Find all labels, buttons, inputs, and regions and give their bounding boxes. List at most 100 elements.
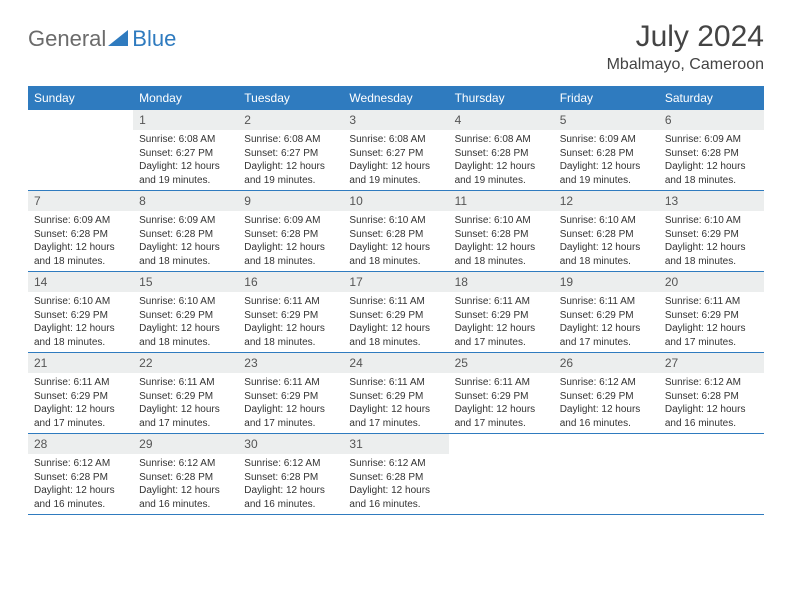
day-number: 25 bbox=[449, 353, 554, 373]
day-number: 17 bbox=[343, 272, 448, 292]
day-cell: 13Sunrise: 6:10 AMSunset: 6:29 PMDayligh… bbox=[659, 191, 764, 272]
day-number: 20 bbox=[659, 272, 764, 292]
day-number: 3 bbox=[343, 110, 448, 130]
day-details: Sunrise: 6:12 AMSunset: 6:28 PMDaylight:… bbox=[133, 454, 238, 514]
day-details: Sunrise: 6:10 AMSunset: 6:29 PMDaylight:… bbox=[28, 292, 133, 352]
day-number: 19 bbox=[554, 272, 659, 292]
day-details: Sunrise: 6:11 AMSunset: 6:29 PMDaylight:… bbox=[449, 292, 554, 352]
day-cell: 7Sunrise: 6:09 AMSunset: 6:28 PMDaylight… bbox=[28, 191, 133, 272]
day-number: 29 bbox=[133, 434, 238, 454]
day-number: 27 bbox=[659, 353, 764, 373]
day-number: 11 bbox=[449, 191, 554, 211]
location-label: Mbalmayo, Cameroon bbox=[607, 56, 764, 74]
day-details: Sunrise: 6:12 AMSunset: 6:28 PMDaylight:… bbox=[343, 454, 448, 514]
day-number: 26 bbox=[554, 353, 659, 373]
day-number: 6 bbox=[659, 110, 764, 130]
day-details: Sunrise: 6:11 AMSunset: 6:29 PMDaylight:… bbox=[659, 292, 764, 352]
day-cell: 28Sunrise: 6:12 AMSunset: 6:28 PMDayligh… bbox=[28, 434, 133, 515]
day-cell: 3Sunrise: 6:08 AMSunset: 6:27 PMDaylight… bbox=[343, 110, 448, 191]
day-number: 18 bbox=[449, 272, 554, 292]
day-details: Sunrise: 6:09 AMSunset: 6:28 PMDaylight:… bbox=[659, 130, 764, 190]
day-number: 8 bbox=[133, 191, 238, 211]
weekday-header: Sunday bbox=[28, 86, 133, 110]
day-number: 1 bbox=[133, 110, 238, 130]
day-details: Sunrise: 6:12 AMSunset: 6:28 PMDaylight:… bbox=[238, 454, 343, 514]
weekday-header-row: SundayMondayTuesdayWednesdayThursdayFrid… bbox=[28, 86, 764, 110]
day-details: Sunrise: 6:12 AMSunset: 6:28 PMDaylight:… bbox=[28, 454, 133, 514]
day-cell: 17Sunrise: 6:11 AMSunset: 6:29 PMDayligh… bbox=[343, 272, 448, 353]
day-details: Sunrise: 6:09 AMSunset: 6:28 PMDaylight:… bbox=[554, 130, 659, 190]
day-cell: 11Sunrise: 6:10 AMSunset: 6:28 PMDayligh… bbox=[449, 191, 554, 272]
day-number: 10 bbox=[343, 191, 448, 211]
weekday-header: Saturday bbox=[659, 86, 764, 110]
day-number: 28 bbox=[28, 434, 133, 454]
day-cell: 15Sunrise: 6:10 AMSunset: 6:29 PMDayligh… bbox=[133, 272, 238, 353]
day-details: Sunrise: 6:10 AMSunset: 6:28 PMDaylight:… bbox=[554, 211, 659, 271]
day-number: 24 bbox=[343, 353, 448, 373]
day-details: Sunrise: 6:11 AMSunset: 6:29 PMDaylight:… bbox=[343, 292, 448, 352]
calendar-row: 7Sunrise: 6:09 AMSunset: 6:28 PMDaylight… bbox=[28, 191, 764, 272]
empty-cell bbox=[449, 434, 554, 515]
day-number: 7 bbox=[28, 191, 133, 211]
day-details: Sunrise: 6:11 AMSunset: 6:29 PMDaylight:… bbox=[554, 292, 659, 352]
logo-text-general: General bbox=[28, 26, 106, 52]
day-details: Sunrise: 6:09 AMSunset: 6:28 PMDaylight:… bbox=[238, 211, 343, 271]
day-details: Sunrise: 6:12 AMSunset: 6:29 PMDaylight:… bbox=[554, 373, 659, 433]
day-cell: 30Sunrise: 6:12 AMSunset: 6:28 PMDayligh… bbox=[238, 434, 343, 515]
day-details: Sunrise: 6:12 AMSunset: 6:28 PMDaylight:… bbox=[659, 373, 764, 433]
day-details: Sunrise: 6:11 AMSunset: 6:29 PMDaylight:… bbox=[238, 292, 343, 352]
day-details: Sunrise: 6:08 AMSunset: 6:27 PMDaylight:… bbox=[238, 130, 343, 190]
day-details: Sunrise: 6:11 AMSunset: 6:29 PMDaylight:… bbox=[133, 373, 238, 433]
logo: General Blue bbox=[28, 20, 176, 52]
weekday-header: Friday bbox=[554, 86, 659, 110]
day-cell: 16Sunrise: 6:11 AMSunset: 6:29 PMDayligh… bbox=[238, 272, 343, 353]
day-cell: 27Sunrise: 6:12 AMSunset: 6:28 PMDayligh… bbox=[659, 353, 764, 434]
day-details: Sunrise: 6:10 AMSunset: 6:28 PMDaylight:… bbox=[449, 211, 554, 271]
month-title: July 2024 bbox=[607, 20, 764, 54]
day-number: 4 bbox=[449, 110, 554, 130]
title-block: July 2024 Mbalmayo, Cameroon bbox=[607, 20, 764, 74]
day-number: 30 bbox=[238, 434, 343, 454]
day-number: 13 bbox=[659, 191, 764, 211]
day-cell: 14Sunrise: 6:10 AMSunset: 6:29 PMDayligh… bbox=[28, 272, 133, 353]
calendar-row: 1Sunrise: 6:08 AMSunset: 6:27 PMDaylight… bbox=[28, 110, 764, 191]
weekday-header: Wednesday bbox=[343, 86, 448, 110]
empty-cell bbox=[659, 434, 764, 515]
day-number: 16 bbox=[238, 272, 343, 292]
calendar-body: 1Sunrise: 6:08 AMSunset: 6:27 PMDaylight… bbox=[28, 110, 764, 515]
calendar-table: SundayMondayTuesdayWednesdayThursdayFrid… bbox=[28, 86, 764, 515]
day-details: Sunrise: 6:10 AMSunset: 6:28 PMDaylight:… bbox=[343, 211, 448, 271]
day-details: Sunrise: 6:10 AMSunset: 6:29 PMDaylight:… bbox=[659, 211, 764, 271]
day-cell: 20Sunrise: 6:11 AMSunset: 6:29 PMDayligh… bbox=[659, 272, 764, 353]
day-cell: 1Sunrise: 6:08 AMSunset: 6:27 PMDaylight… bbox=[133, 110, 238, 191]
day-cell: 25Sunrise: 6:11 AMSunset: 6:29 PMDayligh… bbox=[449, 353, 554, 434]
day-cell: 24Sunrise: 6:11 AMSunset: 6:29 PMDayligh… bbox=[343, 353, 448, 434]
day-number: 2 bbox=[238, 110, 343, 130]
logo-triangle-icon bbox=[108, 30, 130, 48]
day-cell: 18Sunrise: 6:11 AMSunset: 6:29 PMDayligh… bbox=[449, 272, 554, 353]
weekday-header: Tuesday bbox=[238, 86, 343, 110]
weekday-header: Thursday bbox=[449, 86, 554, 110]
day-details: Sunrise: 6:10 AMSunset: 6:29 PMDaylight:… bbox=[133, 292, 238, 352]
day-number: 15 bbox=[133, 272, 238, 292]
day-cell: 9Sunrise: 6:09 AMSunset: 6:28 PMDaylight… bbox=[238, 191, 343, 272]
day-number: 12 bbox=[554, 191, 659, 211]
calendar-row: 21Sunrise: 6:11 AMSunset: 6:29 PMDayligh… bbox=[28, 353, 764, 434]
day-number: 22 bbox=[133, 353, 238, 373]
day-cell: 2Sunrise: 6:08 AMSunset: 6:27 PMDaylight… bbox=[238, 110, 343, 191]
calendar-row: 28Sunrise: 6:12 AMSunset: 6:28 PMDayligh… bbox=[28, 434, 764, 515]
empty-cell bbox=[554, 434, 659, 515]
day-number: 31 bbox=[343, 434, 448, 454]
calendar-row: 14Sunrise: 6:10 AMSunset: 6:29 PMDayligh… bbox=[28, 272, 764, 353]
day-number: 9 bbox=[238, 191, 343, 211]
day-number: 14 bbox=[28, 272, 133, 292]
logo-text-blue: Blue bbox=[132, 26, 176, 52]
day-cell: 6Sunrise: 6:09 AMSunset: 6:28 PMDaylight… bbox=[659, 110, 764, 191]
day-details: Sunrise: 6:08 AMSunset: 6:28 PMDaylight:… bbox=[449, 130, 554, 190]
day-number: 21 bbox=[28, 353, 133, 373]
day-details: Sunrise: 6:08 AMSunset: 6:27 PMDaylight:… bbox=[133, 130, 238, 190]
day-details: Sunrise: 6:09 AMSunset: 6:28 PMDaylight:… bbox=[28, 211, 133, 271]
day-cell: 4Sunrise: 6:08 AMSunset: 6:28 PMDaylight… bbox=[449, 110, 554, 191]
day-cell: 5Sunrise: 6:09 AMSunset: 6:28 PMDaylight… bbox=[554, 110, 659, 191]
day-details: Sunrise: 6:11 AMSunset: 6:29 PMDaylight:… bbox=[343, 373, 448, 433]
